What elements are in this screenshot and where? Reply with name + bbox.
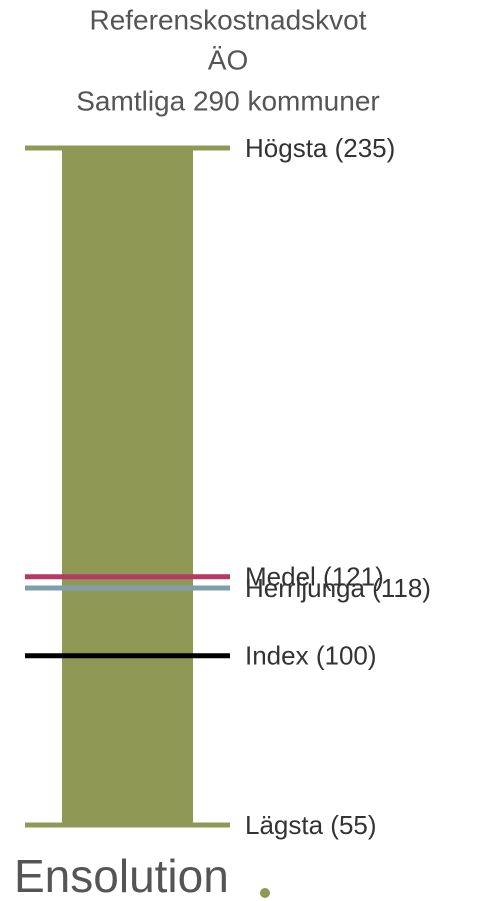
marker-label: Högsta (235) [245,133,395,163]
range-bar [62,148,193,825]
chart-title: Samtliga 290 kommuner [76,85,379,116]
marker-label: Lägsta (55) [245,810,377,840]
chart-title: ÄO [208,44,248,75]
marker-label: Medel (121) [245,562,384,592]
marker-label: Index (100) [245,641,377,671]
logo-dot [260,888,270,898]
logo: Ensolution [14,850,229,901]
chart-title: Referenskostnadskvot [89,4,366,35]
marker-label: Herrljunga (118) [245,573,431,603]
